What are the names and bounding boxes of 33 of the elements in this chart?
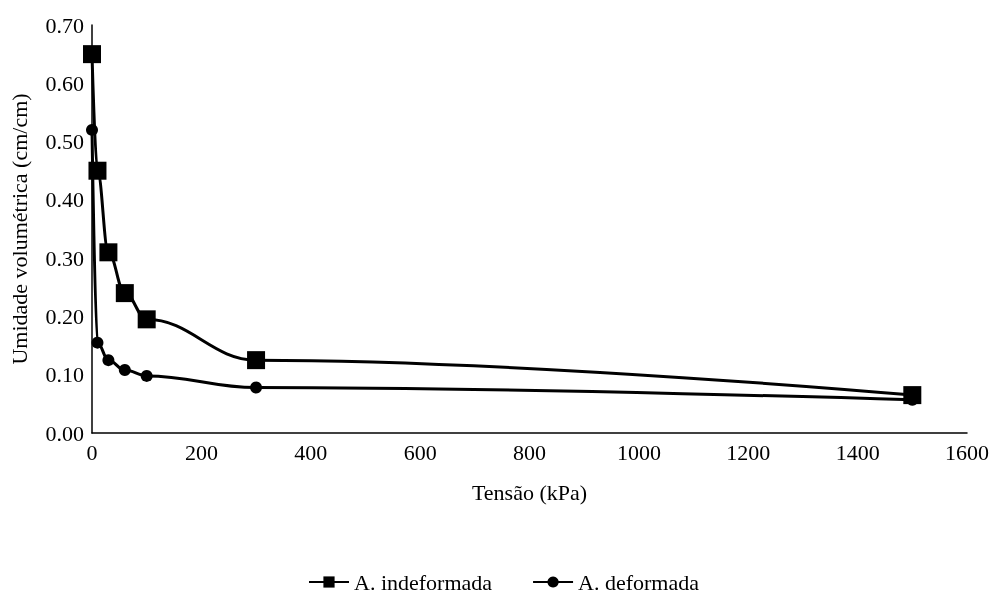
point [140,369,153,382]
legend-label: A. indeformada [354,569,493,595]
y-tick-label: 0.20 [45,303,84,329]
point [102,354,115,367]
point [86,123,98,136]
legend-label: A. deformada [578,569,700,595]
point [118,364,131,377]
point [83,45,101,64]
y-axis-title: Umidade volumétrica (cm/cm) [6,93,32,365]
point [88,161,107,180]
x-tick-label: 800 [513,439,546,465]
x-tick-label: 1200 [726,439,771,465]
point [91,336,104,349]
x-tick-label: 400 [294,439,328,465]
x-tick-label: 600 [403,439,437,465]
y-tick-label: 0.70 [45,12,84,38]
point [250,381,263,394]
y-tick-label: 0.50 [45,129,84,155]
y-tick-label: 0.00 [45,420,84,446]
point [137,310,156,329]
y-tick-label: 0.40 [45,187,84,213]
y-tick-label: 0.10 [45,362,84,388]
x-tick-label: 200 [184,439,218,465]
x-tick-label: 1000 [616,439,661,465]
x-axis-title: Tensão (kPa) [471,479,588,505]
x-tick-label: 1400 [835,439,880,465]
x-tick-label: 1600 [945,439,989,465]
x-tick-label: 0 [86,439,98,465]
y-tick-label: 0.30 [45,245,84,271]
point [115,284,134,303]
y-tick-label: 0.60 [45,70,84,96]
point [99,243,118,262]
point [247,351,266,370]
